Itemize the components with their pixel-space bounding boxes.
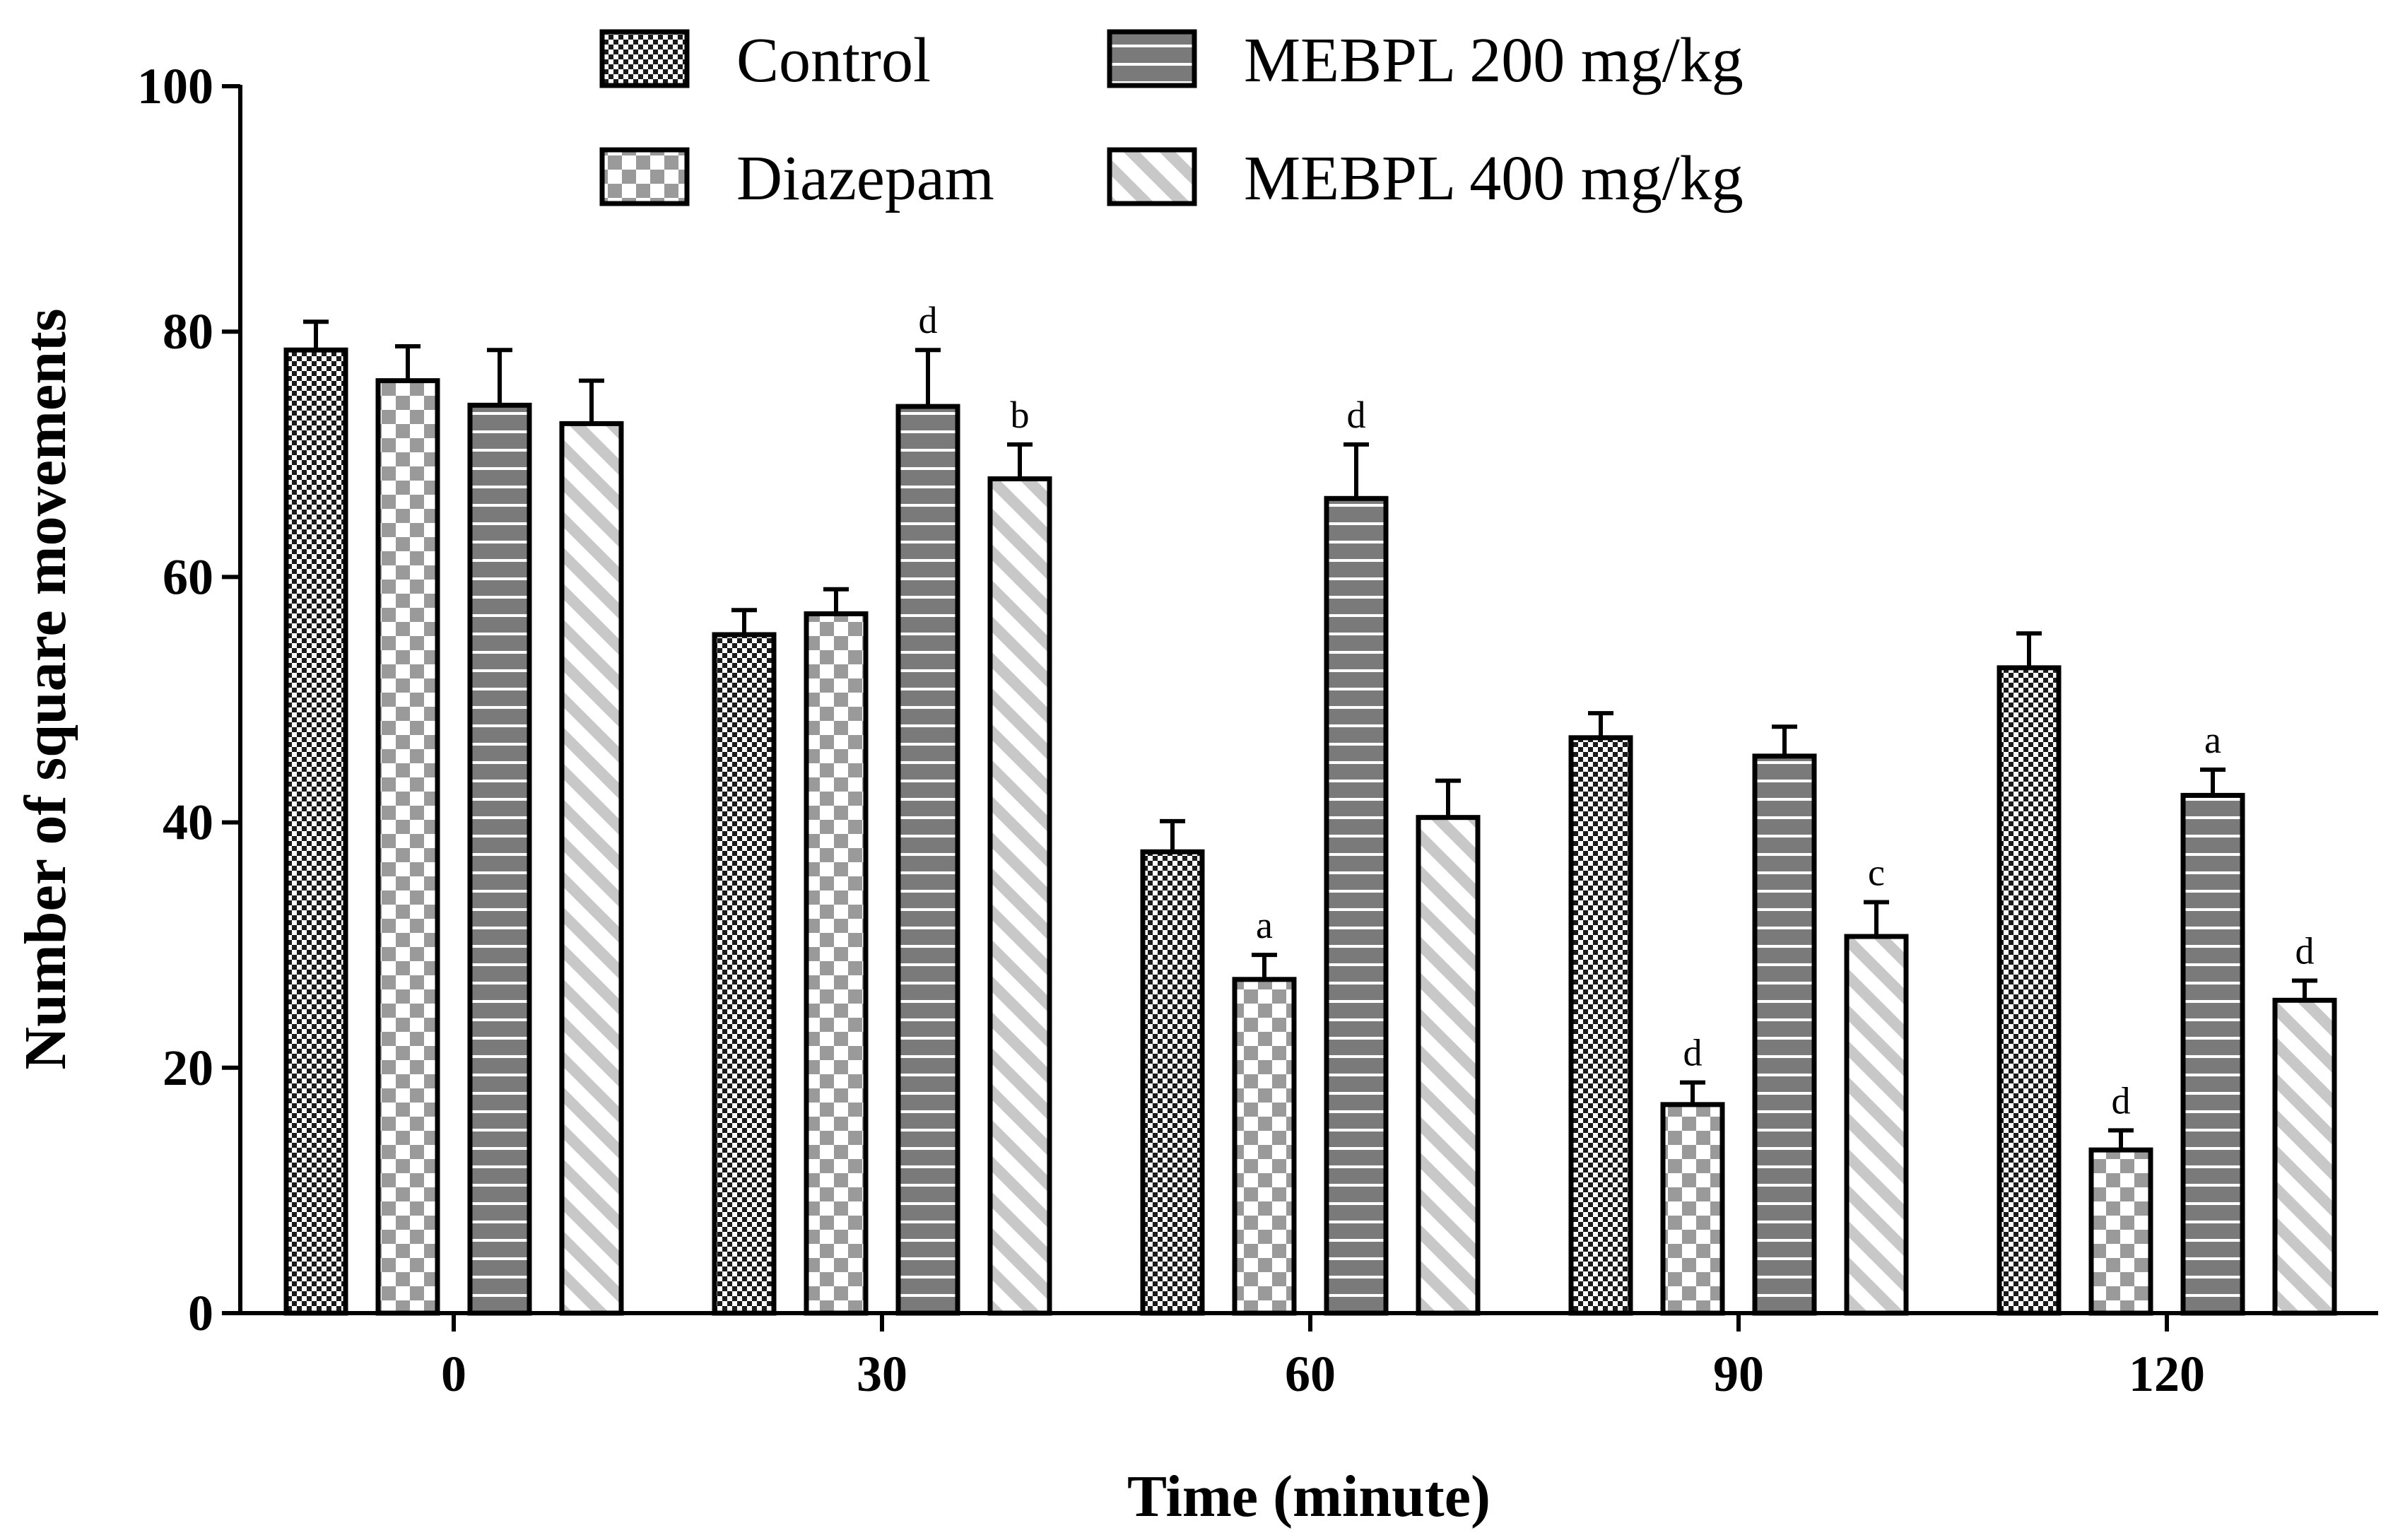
bar [987, 476, 1052, 1316]
x-tick-label: 30 [857, 1346, 907, 1402]
significance-label: c [1868, 851, 1885, 893]
legend-item: Control [599, 25, 931, 95]
y-tick-label: 40 [163, 794, 213, 851]
bar [467, 402, 532, 1316]
y-tick-label: 60 [163, 548, 213, 605]
significance-label: a [1256, 904, 1273, 946]
bar [1752, 753, 1817, 1316]
significance-label: a [2204, 719, 2221, 761]
bar [895, 404, 960, 1316]
significance-label: d [1347, 394, 1366, 436]
x-tick-label: 0 [441, 1346, 466, 1402]
y-tick-label: 100 [137, 58, 213, 114]
significance-label: d [1683, 1032, 1703, 1074]
legend-swatch [599, 29, 690, 88]
bar [1568, 735, 1633, 1316]
x-tick-label: 120 [2129, 1346, 2205, 1402]
bar [2272, 997, 2337, 1316]
y-axis-ticks: 0 20 40 60 80 100 [137, 58, 240, 1341]
legend-swatch [599, 147, 690, 206]
bars: a d d d d a b c d [283, 299, 2337, 1316]
bar [375, 378, 440, 1316]
y-tick-label: 0 [188, 1285, 213, 1341]
bar [1844, 934, 1909, 1316]
x-axis-title: Time (minute) [1127, 1464, 1491, 1529]
legend-label: Control [736, 25, 931, 95]
legend-label: MEBPL 200 mg/kg [1244, 25, 1744, 95]
significance-label: d [2112, 1079, 2131, 1122]
bar [1324, 495, 1389, 1316]
bar [804, 611, 869, 1316]
x-axis-ticks: 0 30 60 90 120 [441, 1313, 2205, 1402]
series-2: d d a [467, 299, 2245, 1316]
y-tick-label: 20 [163, 1040, 213, 1096]
x-tick-label: 90 [1713, 1346, 1764, 1402]
x-tick-label: 60 [1285, 1346, 1336, 1402]
legend: Control Diazepam MEBPL 200 mg/kg MEBPL 400 … [599, 25, 1744, 213]
bar [712, 632, 777, 1316]
significance-label: d [2295, 930, 2315, 972]
legend-item: MEBPL 400 mg/kg [1107, 143, 1744, 213]
significance-label: d [919, 299, 938, 341]
bar [2088, 1147, 2153, 1316]
bar [283, 347, 348, 1316]
legend-label: MEBPL 400 mg/kg [1244, 143, 1744, 213]
series-0 [283, 319, 2062, 1316]
legend-label: Diazepam [736, 143, 994, 213]
bar [1660, 1102, 1725, 1316]
series-1: a d d [375, 344, 2153, 1316]
bar [1232, 977, 1297, 1316]
bar [1140, 849, 1205, 1316]
bar [2180, 792, 2245, 1316]
y-axis-title: Number of square movements [13, 308, 78, 1069]
series-3: b c d [559, 378, 2337, 1316]
bar [559, 421, 624, 1316]
significance-label: b [1011, 394, 1030, 436]
legend-swatch [1107, 147, 1197, 206]
legend-item: Diazepam [599, 143, 994, 213]
legend-item: MEBPL 200 mg/kg [1107, 25, 1744, 95]
bar [1997, 665, 2062, 1316]
bar [1416, 815, 1481, 1316]
legend-swatch [1107, 29, 1197, 88]
y-tick-label: 80 [163, 303, 213, 360]
